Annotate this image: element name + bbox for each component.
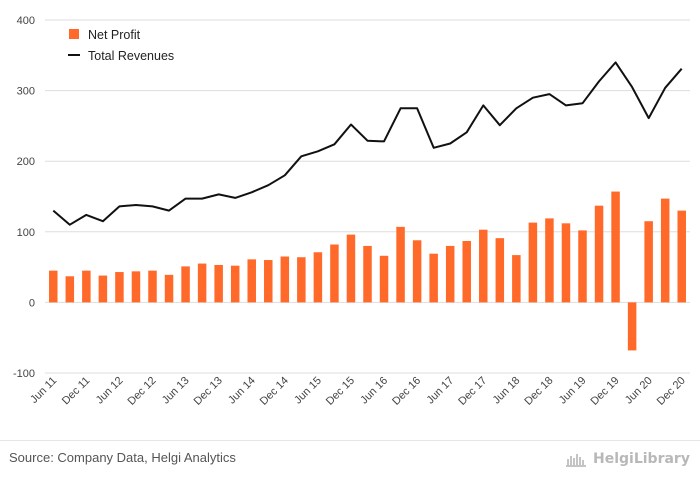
x-tick-label: Jun 18 <box>491 375 523 407</box>
x-tick-label: Jun 20 <box>623 375 655 407</box>
x-tick-label: Dec 12 <box>125 375 158 408</box>
net-profit-bar <box>330 244 339 303</box>
net-profit-bar <box>164 274 174 303</box>
x-tick-label: Dec 15 <box>324 375 357 408</box>
x-tick-label: Jun 14 <box>226 375 258 407</box>
net-profit-bar <box>495 238 505 303</box>
net-profit-bar <box>98 275 108 303</box>
net-profit-bar <box>445 245 455 303</box>
x-tick-label: Dec 20 <box>655 375 688 408</box>
net-profit-bar <box>313 252 323 303</box>
y-axis-tick-labels: -100 0 100 200 300 400 <box>13 15 35 380</box>
net-profit-bar <box>379 255 389 303</box>
helgi-library-logo[interactable]: HelgiLibrary <box>566 448 690 470</box>
net-profit-bars <box>49 191 686 351</box>
logo-text: HelgiLibrary <box>593 451 690 467</box>
net-profit-bar <box>214 264 223 303</box>
net-profit-bar <box>297 257 306 303</box>
net-profit-bar <box>528 222 538 303</box>
net-profit-bar <box>594 205 604 303</box>
x-tick-label: Jun 13 <box>160 375 192 407</box>
x-tick-label: Dec 19 <box>589 375 622 408</box>
x-tick-label: Jun 12 <box>94 375 126 407</box>
net-profit-bar <box>412 240 422 303</box>
y-tick-label: -100 <box>13 368 35 380</box>
x-tick-label: Jun 17 <box>424 375 456 407</box>
net-profit-bar <box>396 226 405 303</box>
y-tick-label: 200 <box>17 156 35 168</box>
net-profit-bar <box>280 256 290 303</box>
legend: Net Profit Total Revenues <box>68 28 174 63</box>
footer-divider <box>0 440 700 441</box>
net-profit-bar <box>512 255 521 303</box>
net-profit-bar <box>131 271 141 303</box>
x-tick-label: Jun 16 <box>358 375 390 407</box>
net-profit-bar <box>545 218 554 303</box>
net-profit-bar <box>197 263 207 303</box>
net-profit-bar <box>247 259 256 303</box>
x-axis-tick-labels: Jun 11 Dec 11 Jun 12 Dec 12 Jun 13 Dec 13 Jun … <box>28 375 688 408</box>
net-profit-bar <box>479 229 488 303</box>
net-profit-bar <box>561 223 571 303</box>
net-profit-bar <box>181 266 190 303</box>
net-profit-bar <box>644 221 653 303</box>
y-tick-label: 300 <box>17 86 35 98</box>
net-profit-bar <box>429 253 438 303</box>
y-tick-label: 0 <box>29 297 35 309</box>
x-tick-label: Dec 16 <box>390 375 423 408</box>
x-tick-label: Dec 18 <box>522 375 555 408</box>
net-profit-bar <box>611 191 620 303</box>
net-profit-bar <box>578 230 587 303</box>
legend-swatch-net-profit <box>69 29 79 39</box>
net-profit-bar <box>346 234 356 303</box>
x-tick-label: Dec 11 <box>60 375 93 408</box>
legend-label-total-revenues: Total Revenues <box>88 49 174 63</box>
net-profit-bar <box>148 270 157 303</box>
source-note: Source: Company Data, Helgi Analytics <box>9 450 236 465</box>
net-profit-bar <box>115 272 124 303</box>
x-tick-label: Dec 13 <box>192 375 225 408</box>
net-profit-bar <box>677 210 686 303</box>
net-profit-bar <box>230 265 240 303</box>
total-revenues-line <box>52 61 683 226</box>
net-profit-bar <box>264 260 273 303</box>
net-profit-bar <box>627 302 637 351</box>
net-profit-bar <box>462 240 471 303</box>
y-tick-label: 100 <box>17 227 35 239</box>
legend-label-net-profit: Net Profit <box>88 28 141 42</box>
x-tick-label: Dec 17 <box>456 375 489 408</box>
x-tick-label: Jun 15 <box>292 375 324 407</box>
net-profit-bar <box>65 276 75 303</box>
x-tick-label: Dec 14 <box>258 375 291 408</box>
x-tick-label: Jun 19 <box>557 375 589 407</box>
y-tick-label: 400 <box>17 15 35 27</box>
gridlines <box>45 19 690 374</box>
net-profit-bar <box>49 270 58 303</box>
helgi-library-logo-icon <box>566 454 586 467</box>
net-profit-bar <box>82 270 91 303</box>
net-profit-bar <box>363 245 372 303</box>
total-revenues-line-group <box>52 61 683 226</box>
net-profit-bar <box>660 198 670 303</box>
